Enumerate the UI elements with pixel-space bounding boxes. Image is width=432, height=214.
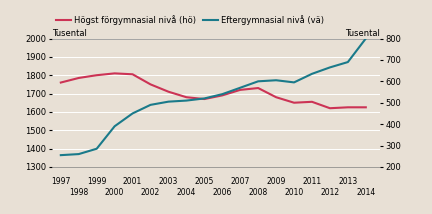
Högst förgymnasial nivå (hö) — [202, 98, 207, 100]
Eftergymnasial nivå (vä) — [256, 80, 261, 83]
Högst förgymnasial nivå (hö) — [58, 81, 64, 84]
Line: Eftergymnasial nivå (vä): Eftergymnasial nivå (vä) — [61, 39, 366, 155]
Eftergymnasial nivå (vä) — [166, 100, 171, 103]
Högst förgymnasial nivå (hö) — [256, 87, 261, 89]
Eftergymnasial nivå (vä) — [76, 153, 81, 155]
Text: 2008: 2008 — [248, 188, 268, 197]
Line: Högst förgymnasial nivå (hö): Högst förgymnasial nivå (hö) — [61, 73, 366, 108]
Eftergymnasial nivå (vä) — [148, 104, 153, 106]
Högst förgymnasial nivå (hö) — [148, 83, 153, 86]
Högst förgymnasial nivå (hö) — [130, 73, 135, 76]
Text: 2002: 2002 — [141, 188, 160, 197]
Högst förgymnasial nivå (hö) — [76, 77, 81, 79]
Text: 2005: 2005 — [195, 177, 214, 186]
Högst förgymnasial nivå (hö) — [327, 107, 333, 110]
Högst förgymnasial nivå (hö) — [238, 89, 243, 91]
Eftergymnasial nivå (vä) — [94, 147, 99, 150]
Högst förgymnasial nivå (hö) — [166, 91, 171, 93]
Text: 2009: 2009 — [267, 177, 286, 186]
Eftergymnasial nivå (vä) — [345, 61, 350, 63]
Text: Tusental: Tusental — [52, 29, 87, 38]
Högst förgymnasial nivå (hö) — [309, 101, 314, 103]
Text: Tusental: Tusental — [345, 29, 380, 38]
Eftergymnasial nivå (vä) — [202, 97, 207, 100]
Text: 1998: 1998 — [69, 188, 89, 197]
Högst förgymnasial nivå (hö) — [292, 101, 297, 104]
Text: 2000: 2000 — [105, 188, 124, 197]
Eftergymnasial nivå (vä) — [363, 37, 368, 40]
Eftergymnasial nivå (vä) — [238, 86, 243, 89]
Högst förgymnasial nivå (hö) — [184, 96, 189, 98]
Text: 1999: 1999 — [87, 177, 106, 186]
Text: 1997: 1997 — [51, 177, 70, 186]
Högst förgymnasial nivå (hö) — [273, 96, 279, 98]
Text: 2010: 2010 — [284, 188, 304, 197]
Högst förgymnasial nivå (hö) — [363, 106, 368, 108]
Legend: Högst förgymnasial nivå (hö), Eftergymnasial nivå (vä): Högst förgymnasial nivå (hö), Eftergymna… — [56, 15, 324, 25]
Eftergymnasial nivå (vä) — [112, 125, 117, 128]
Text: 2012: 2012 — [321, 188, 340, 197]
Text: 2013: 2013 — [338, 177, 358, 186]
Högst förgymnasial nivå (hö) — [345, 106, 350, 108]
Text: 2007: 2007 — [231, 177, 250, 186]
Högst förgymnasial nivå (hö) — [220, 94, 225, 97]
Eftergymnasial nivå (vä) — [130, 112, 135, 115]
Text: 2014: 2014 — [356, 188, 375, 197]
Text: 2011: 2011 — [302, 177, 321, 186]
Eftergymnasial nivå (vä) — [58, 154, 64, 156]
Eftergymnasial nivå (vä) — [184, 99, 189, 102]
Eftergymnasial nivå (vä) — [220, 93, 225, 95]
Eftergymnasial nivå (vä) — [327, 66, 333, 69]
Text: 2004: 2004 — [177, 188, 196, 197]
Eftergymnasial nivå (vä) — [292, 81, 297, 84]
Text: 2001: 2001 — [123, 177, 142, 186]
Högst förgymnasial nivå (hö) — [112, 72, 117, 75]
Högst förgymnasial nivå (hö) — [94, 74, 99, 76]
Text: 2006: 2006 — [213, 188, 232, 197]
Eftergymnasial nivå (vä) — [273, 79, 279, 82]
Text: 2003: 2003 — [159, 177, 178, 186]
Eftergymnasial nivå (vä) — [309, 73, 314, 75]
